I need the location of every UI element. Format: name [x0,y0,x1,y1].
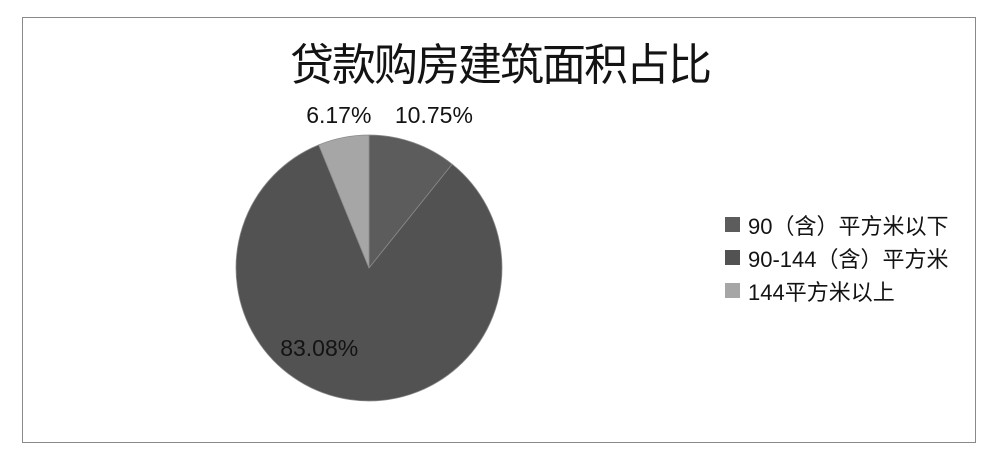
svg-text:83.08%: 83.08% [280,335,358,361]
svg-text:10.75%: 10.75% [395,102,473,128]
svg-text:6.17%: 6.17% [306,102,371,128]
